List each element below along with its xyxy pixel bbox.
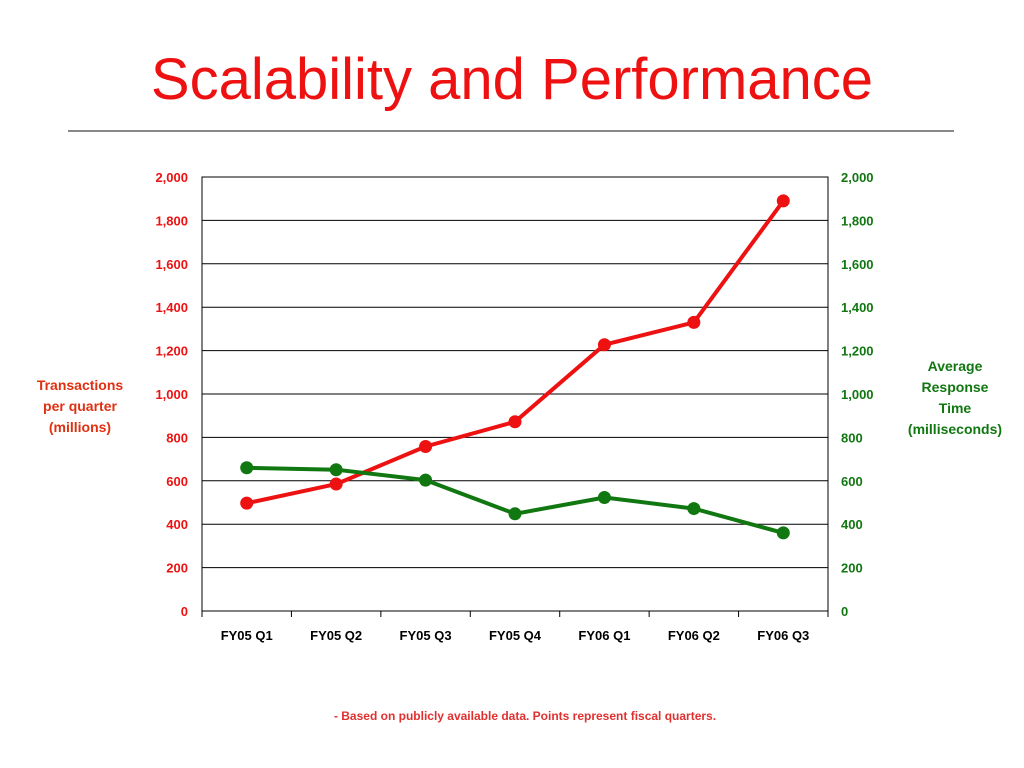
transactions-point — [240, 496, 254, 510]
right-tick-label: 1,400 — [841, 300, 874, 315]
left-tick-label: 1,200 — [155, 344, 188, 359]
left-tick-label: 1,800 — [155, 213, 188, 228]
response-time-point — [240, 461, 254, 475]
title-divider — [68, 130, 954, 132]
response-time-point — [329, 463, 343, 477]
left-tick-label: 0 — [181, 604, 188, 619]
left-tick-label: 1,400 — [155, 300, 188, 315]
left-tick-label: 1,600 — [155, 257, 188, 272]
slide-title: Scalability and Performance — [150, 47, 874, 112]
category-label: FY06 Q3 — [757, 628, 809, 643]
category-label: FY05 Q2 — [310, 628, 362, 643]
right-tick-label: 800 — [841, 430, 863, 445]
right-tick-label: 0 — [841, 604, 848, 619]
response-time-line — [246, 465, 784, 535]
left-axis-title: Transactions per quarter (millions) — [36, 377, 124, 435]
plot-area — [201, 176, 829, 612]
category-label: FY05 Q4 — [489, 628, 542, 643]
right-tick-label: 600 — [841, 474, 863, 489]
left-tick-label: 600 — [166, 474, 188, 489]
transactions-point — [508, 415, 522, 429]
transactions-point — [329, 477, 343, 491]
left-tick-label: 200 — [166, 561, 188, 576]
response-time-point — [508, 507, 522, 521]
transactions-line — [246, 199, 785, 506]
right-tick-label: 200 — [841, 561, 863, 576]
right-tick-label: 400 — [841, 517, 863, 532]
category-label: FY06 Q2 — [668, 628, 720, 643]
category-label: FY05 Q1 — [221, 628, 273, 643]
response-time-point — [419, 473, 433, 487]
right-axis-title: Average Response Time (milliseconds) — [907, 358, 1003, 437]
left-tick-label: 2,000 — [155, 170, 188, 185]
right-tick-label: 1,600 — [841, 257, 874, 272]
left-tick-label: 800 — [166, 430, 188, 445]
right-tick-label: 1,000 — [841, 387, 874, 402]
category-label: FY05 Q3 — [400, 628, 452, 643]
right-tick-label: 2,000 — [841, 170, 874, 185]
response-time-point — [687, 502, 701, 516]
left-tick-label: 400 — [166, 517, 188, 532]
footnote: - Based on publicly available data. Poin… — [333, 709, 717, 723]
right-tick-label: 1,800 — [841, 213, 874, 228]
transactions-point — [419, 440, 433, 454]
right-tick-label: 1,200 — [841, 344, 874, 359]
category-label: FY06 Q1 — [578, 628, 630, 643]
response-time-point — [597, 491, 611, 505]
left-tick-label: 1,000 — [155, 387, 188, 402]
transactions-point — [776, 194, 790, 208]
transactions-point — [597, 338, 611, 352]
response-time-point — [776, 526, 790, 540]
transactions-point — [687, 315, 701, 329]
